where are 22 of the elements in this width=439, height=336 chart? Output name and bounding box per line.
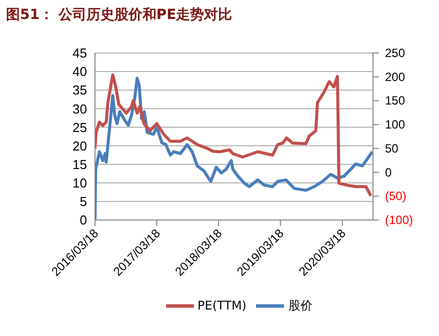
y-tick-label: 20	[72, 138, 87, 154]
y-tick-label: 30	[72, 101, 87, 116]
y-tick-label: 0	[80, 212, 87, 228]
y2-tick-label: (100)	[385, 213, 414, 227]
y2-tick-label: 50	[385, 141, 399, 156]
y2-tick-label: 150	[385, 94, 406, 108]
y2-tick-label: (50)	[385, 189, 406, 204]
y-tick-label: 5	[80, 194, 87, 210]
y-tick-label: 40	[72, 64, 87, 80]
y2-tick-label: 100	[385, 118, 406, 132]
y2-tick-label: 200	[385, 70, 406, 84]
chart-title: 图51： 公司历史股价和PE走势对比	[6, 6, 232, 24]
y2-tick-label: 250	[385, 46, 406, 60]
y-tick-label: 35	[72, 82, 87, 98]
y-tick-label: 15	[72, 156, 87, 172]
line-series	[95, 73, 372, 198]
y-tick-label: 25	[72, 120, 87, 135]
legend-label: 股价	[288, 298, 312, 312]
y-tick-label: 10	[72, 176, 87, 191]
y2-tick-label: 0	[385, 165, 392, 180]
legend-label: PE(TTM)	[198, 298, 246, 312]
y-tick-label: 45	[72, 46, 87, 61]
